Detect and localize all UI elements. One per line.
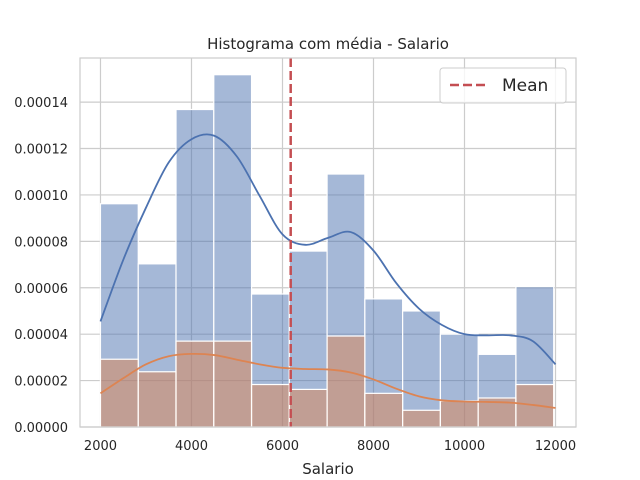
histogram-bar bbox=[402, 409, 441, 428]
x-tick-label: 6000 bbox=[266, 439, 299, 454]
x-tick-label: 8000 bbox=[357, 439, 390, 454]
chart-title: Histograma com média - Salario bbox=[207, 35, 449, 53]
y-tick-label: 0.00006 bbox=[14, 282, 68, 297]
histogram-bar bbox=[137, 371, 177, 428]
y-tick-label: 0.00004 bbox=[14, 328, 68, 343]
histogram-bar bbox=[402, 310, 441, 428]
histogram-bar bbox=[213, 340, 253, 428]
legend: Mean bbox=[439, 67, 567, 104]
y-tick-label: 0.00002 bbox=[14, 375, 68, 390]
histogram-bar bbox=[250, 383, 290, 428]
histogram-bar bbox=[364, 392, 404, 428]
histogram-bar bbox=[288, 388, 328, 428]
y-tick-label: 0.00010 bbox=[14, 189, 68, 204]
kde-line bbox=[99, 352, 556, 409]
x-axis-label: Salario bbox=[302, 460, 354, 478]
histogram-bar bbox=[99, 358, 139, 428]
legend-box bbox=[439, 67, 567, 104]
x-tick-label: 10000 bbox=[444, 439, 485, 454]
kde-line bbox=[99, 133, 557, 365]
y-tick-label: 0.00000 bbox=[14, 421, 68, 436]
histogram-bar bbox=[439, 400, 479, 428]
histogram-bars bbox=[99, 74, 555, 428]
legend-label-mean: Mean bbox=[502, 76, 548, 96]
y-axis-ticks: 0.00000 0.00002 0.00004 0.00006 0.00008 0.000… bbox=[14, 96, 68, 436]
y-tick-label: 0.00008 bbox=[14, 235, 68, 250]
y-tick-label: 0.00012 bbox=[14, 143, 68, 158]
x-tick-label: 2000 bbox=[84, 439, 117, 454]
x-axis-ticks: 2000 4000 6000 8000 10000 12000 bbox=[84, 439, 576, 454]
plot-frame bbox=[79, 57, 577, 428]
x-tick-label: 4000 bbox=[175, 439, 208, 454]
y-tick-label: 0.00014 bbox=[14, 96, 68, 111]
x-tick-label: 12000 bbox=[535, 439, 576, 454]
histogram-bar bbox=[175, 340, 215, 428]
kde-lines bbox=[99, 133, 557, 409]
histogram-bar bbox=[326, 335, 366, 428]
